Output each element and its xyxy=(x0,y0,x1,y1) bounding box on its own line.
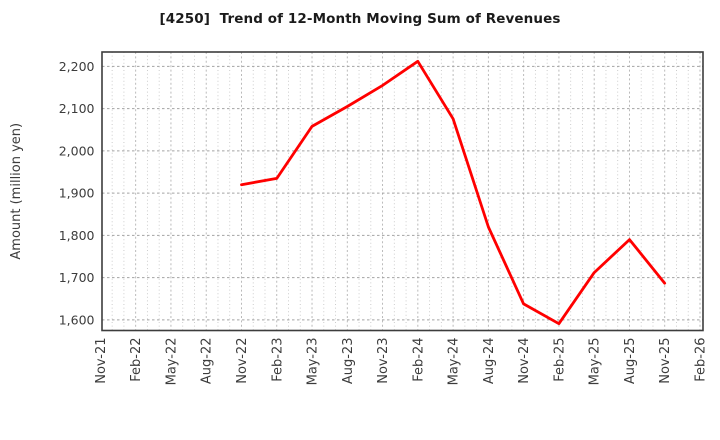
x-tick-label: Aug-22 xyxy=(200,338,215,385)
x-tick-label: Feb-22 xyxy=(129,338,144,382)
x-tick-label: Nov-24 xyxy=(517,338,532,384)
x-tick-label: Nov-22 xyxy=(235,338,250,384)
chart-title: [4250] Trend of 12-Month Moving Sum of R… xyxy=(159,11,561,27)
x-tick-label: Feb-24 xyxy=(411,338,426,382)
x-tick-label: Feb-26 xyxy=(694,338,709,382)
x-tick-label: May-24 xyxy=(447,338,462,386)
x-tick-labels: Nov-21 Feb-22 May-22 Aug-22 Nov-22 Feb-23 May-… xyxy=(94,338,709,386)
y-tick-label: 2,100 xyxy=(59,101,95,116)
x-tick-label: Aug-24 xyxy=(482,338,497,385)
y-tick-label: 2,200 xyxy=(59,59,95,74)
x-tick-label: Aug-23 xyxy=(341,338,356,385)
x-tick-label: Nov-23 xyxy=(376,338,391,384)
x-tick-label: Aug-25 xyxy=(623,338,638,385)
x-tick-label: Feb-25 xyxy=(552,338,567,382)
plot-frame xyxy=(101,51,704,332)
x-tick-label: May-22 xyxy=(164,338,179,386)
y-tick-label: 1,800 xyxy=(59,228,95,243)
x-tick-label: Nov-25 xyxy=(658,338,673,384)
vertical-gridlines xyxy=(111,52,701,331)
y-tick-label: 1,600 xyxy=(59,312,95,327)
y-tick-label: 1,700 xyxy=(59,270,95,285)
y-tick-label: 2,000 xyxy=(59,143,95,158)
y-tick-label: 1,900 xyxy=(59,186,95,201)
x-tick-label: May-25 xyxy=(588,338,603,386)
revenue-line xyxy=(240,59,667,326)
x-tick-label: Feb-23 xyxy=(270,338,285,382)
y-axis-label: Amount (million yen) xyxy=(9,123,24,260)
x-tick-label: Nov-21 xyxy=(94,338,109,384)
horizontal-gridlines xyxy=(102,65,703,321)
y-tick-labels: 1,600 1,700 1,800 1,900 2,000 2,100 2,200 xyxy=(59,59,95,328)
x-tick-label: May-23 xyxy=(306,338,321,386)
